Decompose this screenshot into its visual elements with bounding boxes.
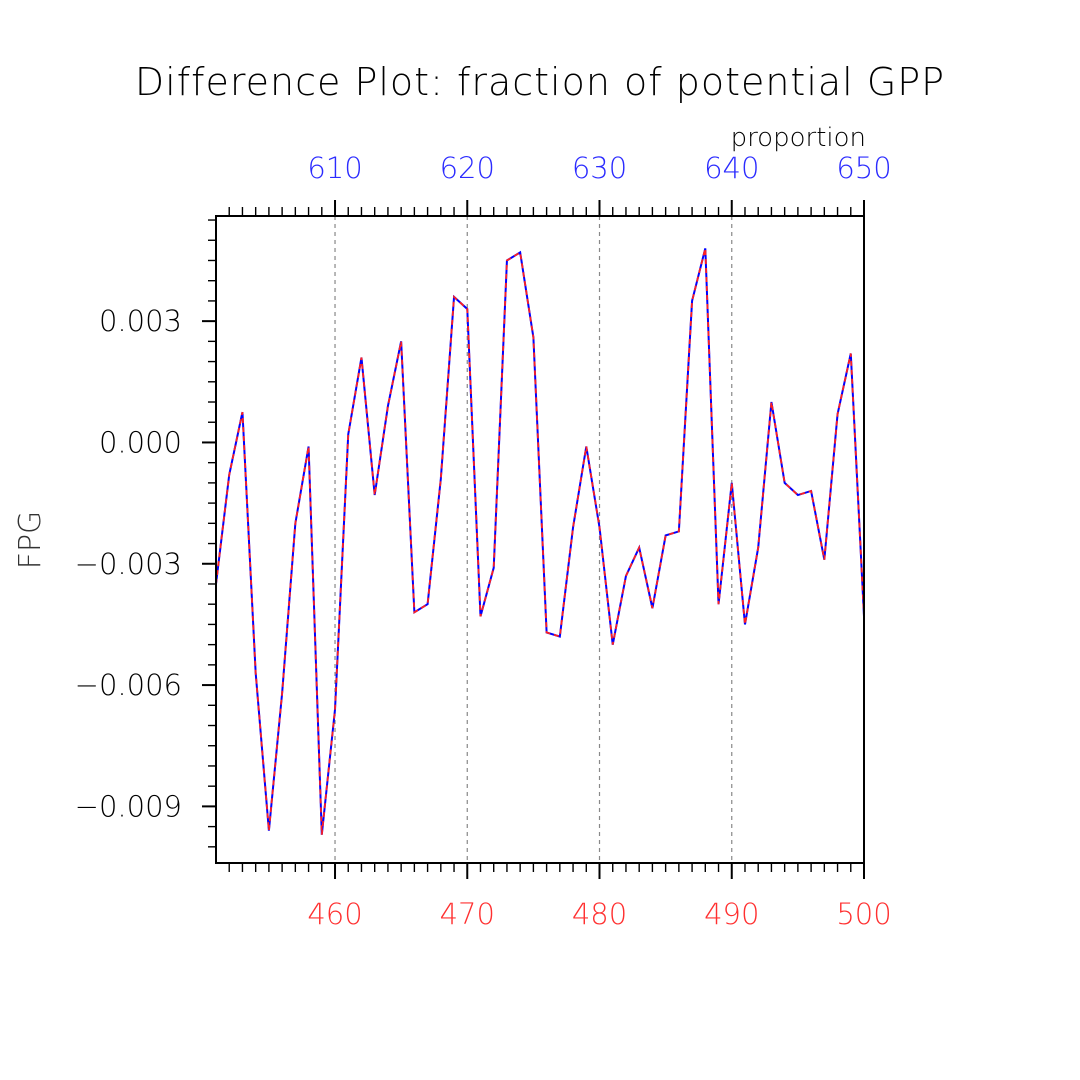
y-tick-label: 0.003 xyxy=(99,304,182,338)
y-tick-label: −0.009 xyxy=(75,789,182,823)
top-tick-label: 630 xyxy=(572,151,627,185)
top-tick-label: 620 xyxy=(440,151,495,185)
plot-frame xyxy=(215,215,865,864)
series-line-blue xyxy=(215,248,865,835)
y-axis-label: FPG xyxy=(13,511,48,570)
units-label: proportion xyxy=(731,123,866,153)
tick-labels: 460 470 480 490 500 610 620 630 640 650 0.003 0.000… xyxy=(75,151,892,931)
grid-lines xyxy=(334,216,733,863)
series-lines xyxy=(215,248,865,835)
y-tick-label: −0.006 xyxy=(75,668,182,702)
bottom-tick-label: 460 xyxy=(307,897,362,931)
top-tick-label: 610 xyxy=(307,151,362,185)
y-tick-label: −0.003 xyxy=(75,547,182,581)
bottom-tick-label: 490 xyxy=(704,897,759,931)
bottom-tick-label: 500 xyxy=(836,897,891,931)
series-line-red xyxy=(215,248,865,835)
top-tick-label: 650 xyxy=(836,151,891,185)
axis-ticks xyxy=(202,200,865,879)
y-tick-label: 0.000 xyxy=(99,425,182,459)
top-tick-label: 640 xyxy=(704,151,759,185)
bottom-tick-label: 470 xyxy=(440,897,495,931)
bottom-tick-label: 480 xyxy=(572,897,627,931)
chart-title: Difference Plot: fraction of potential G… xyxy=(135,60,945,104)
